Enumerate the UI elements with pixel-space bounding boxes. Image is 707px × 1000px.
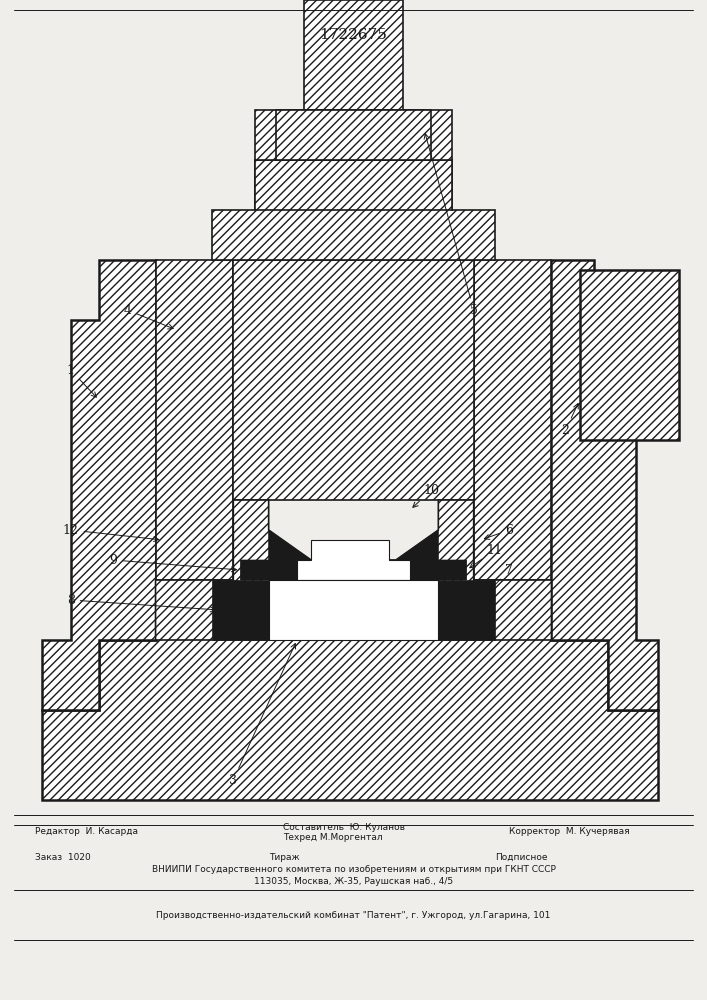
Polygon shape bbox=[255, 160, 452, 210]
Text: 3: 3 bbox=[229, 644, 296, 786]
Text: Подписное: Подписное bbox=[495, 852, 547, 861]
Text: Корректор  М. Кучерявая: Корректор М. Кучерявая bbox=[509, 828, 630, 836]
Polygon shape bbox=[474, 260, 551, 580]
Text: Производственно-издательский комбинат "Патент", г. Ужгород, ул.Гагарина, 101: Производственно-издательский комбинат "П… bbox=[156, 910, 551, 920]
Text: 5: 5 bbox=[424, 134, 478, 316]
Bar bbox=[0, 0, 707, 820]
Text: 4: 4 bbox=[123, 304, 173, 329]
Text: 6: 6 bbox=[484, 524, 513, 539]
Polygon shape bbox=[233, 260, 474, 500]
Polygon shape bbox=[212, 580, 495, 640]
Polygon shape bbox=[212, 160, 495, 260]
Polygon shape bbox=[42, 580, 658, 800]
Text: 113035, Москва, Ж-35, Раушская наб., 4/5: 113035, Москва, Ж-35, Раушская наб., 4/5 bbox=[254, 878, 453, 886]
Text: 7: 7 bbox=[484, 564, 513, 597]
Text: Заказ  1020: Заказ 1020 bbox=[35, 852, 91, 861]
Polygon shape bbox=[276, 110, 431, 160]
Polygon shape bbox=[156, 500, 551, 640]
Text: Техред М.Моргентал: Техред М.Моргентал bbox=[283, 832, 382, 842]
Text: 2: 2 bbox=[561, 403, 578, 436]
Polygon shape bbox=[551, 260, 658, 710]
Text: 11: 11 bbox=[469, 544, 503, 568]
Text: Составитель  Ю. Куланов: Составитель Ю. Куланов bbox=[283, 824, 405, 832]
Polygon shape bbox=[269, 580, 438, 640]
Polygon shape bbox=[255, 110, 452, 160]
Text: ВНИИПИ Государственного комитета по изобретениям и открытиям при ГКНТ СССР: ВНИИПИ Государственного комитета по изоб… bbox=[151, 865, 556, 874]
Text: Тираж: Тираж bbox=[269, 852, 299, 861]
Polygon shape bbox=[240, 530, 467, 580]
Text: 9: 9 bbox=[109, 554, 237, 572]
Text: 12: 12 bbox=[63, 524, 159, 542]
Text: 1: 1 bbox=[66, 363, 96, 397]
Polygon shape bbox=[156, 260, 233, 580]
Text: Редактор  И. Касарда: Редактор И. Касарда bbox=[35, 828, 139, 836]
Polygon shape bbox=[304, 0, 403, 110]
Text: 1722675: 1722675 bbox=[320, 28, 387, 42]
Polygon shape bbox=[42, 260, 156, 710]
Polygon shape bbox=[297, 540, 410, 580]
Polygon shape bbox=[580, 270, 679, 440]
Text: 10: 10 bbox=[413, 484, 439, 507]
Text: 8: 8 bbox=[66, 593, 216, 612]
